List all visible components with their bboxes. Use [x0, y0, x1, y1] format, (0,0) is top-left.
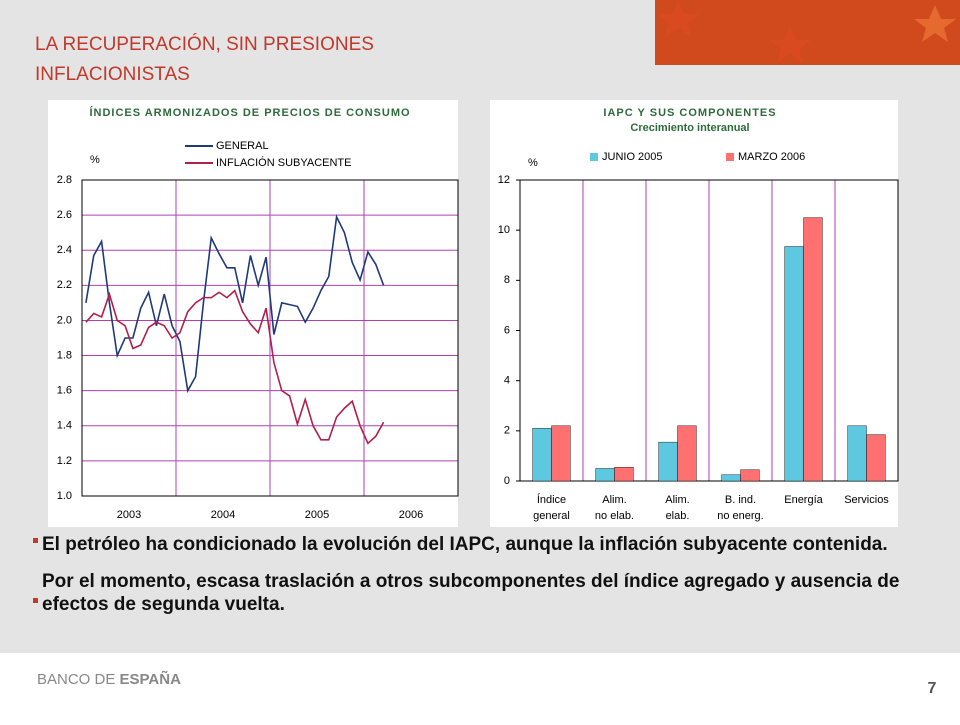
- page-number: 7: [928, 680, 937, 697]
- x-tick-label: elab.: [666, 510, 690, 522]
- bar: [740, 469, 760, 482]
- bullet: Por el momento, escasa traslación a otro…: [42, 571, 900, 615]
- slide-title: LA RECUPERACIÓN, SIN PRESIONES: [35, 33, 374, 55]
- y-unit: %: [90, 154, 100, 166]
- bullet: El petróleo ha condicionado la evolución…: [42, 534, 888, 555]
- y-tick-label: 1.6: [57, 385, 72, 397]
- bar: [803, 217, 823, 482]
- chart-title: IAPC Y SUS COMPONENTES: [603, 107, 776, 119]
- line-series: [85, 214, 385, 394]
- y-tick-label: 2.6: [57, 209, 72, 221]
- x-tick-label: no elab.: [595, 510, 634, 522]
- y-tick-label: 10: [498, 224, 510, 236]
- bar: [658, 441, 678, 482]
- y-tick-label: 4: [504, 375, 510, 387]
- legend-label: GENERAL: [216, 140, 269, 152]
- bullets: El petróleo ha condicionado la evolución…: [42, 533, 922, 616]
- footer-bar: [0, 653, 960, 720]
- y-tick-label: 1.4: [57, 420, 72, 432]
- x-tick-label: no energ.: [717, 510, 763, 522]
- logo: BANCO DE ESPAÑA: [37, 670, 181, 688]
- bar: [551, 425, 571, 482]
- legend-label: INFLACIÓN SUBYACENTE: [216, 156, 352, 169]
- bullet-marker: [33, 598, 38, 603]
- x-tick-label: Alim.: [602, 494, 626, 506]
- x-tick-label: Índice: [537, 493, 566, 506]
- bar: [784, 246, 804, 482]
- chart-subtitle: Crecimiento interanual: [630, 122, 749, 134]
- bullet-marker: [33, 538, 38, 543]
- y-tick-label: 2.4: [57, 244, 72, 256]
- y-tick-label: 6: [504, 324, 510, 336]
- x-tick-label: Servicios: [844, 494, 889, 506]
- y-tick-label: 12: [498, 174, 510, 186]
- x-tick-label: 2003: [117, 509, 141, 521]
- y-tick-label: 8: [504, 274, 510, 286]
- y-tick-label: 1.2: [57, 455, 72, 467]
- chart-panel: [48, 100, 458, 527]
- bar: [677, 425, 697, 482]
- bar: [866, 434, 886, 482]
- legend-swatch: [726, 153, 734, 161]
- x-tick-label: Alim.: [665, 494, 689, 506]
- y-tick-label: 2.0: [57, 314, 72, 326]
- y-tick-label: 2: [504, 425, 510, 437]
- y-unit: %: [528, 157, 538, 169]
- bar: [532, 428, 552, 482]
- chart-title: ÍNDICES ARMONIZADOS DE PRECIOS DE CONSUM…: [89, 106, 410, 119]
- y-tick-label: 2.2: [57, 279, 72, 291]
- slide-title: INFLACIONISTAS: [35, 64, 190, 85]
- line-series: [85, 289, 385, 445]
- x-tick-label: 2005: [305, 509, 329, 521]
- y-tick-label: 0: [504, 475, 510, 487]
- x-tick-label: 2006: [399, 509, 423, 521]
- logo-text: BANCO DE: [37, 671, 120, 688]
- plot-frame: [81, 179, 459, 497]
- legend-swatch: [590, 153, 598, 161]
- decoration: [655, 0, 960, 65]
- x-tick-label: Energía: [784, 494, 823, 506]
- logo-text: ESPAÑA: [120, 670, 182, 688]
- legend-label: MARZO 2006: [738, 151, 805, 163]
- legend-label: JUNIO 2005: [602, 151, 663, 163]
- x-tick-label: 2004: [211, 509, 235, 521]
- bar: [595, 468, 615, 482]
- bar: [721, 474, 741, 482]
- y-tick-label: 2.8: [57, 174, 72, 186]
- plot-frame: [519, 179, 899, 482]
- bar: [847, 425, 867, 482]
- bar: [614, 467, 634, 482]
- y-tick-label: 1.0: [57, 490, 72, 502]
- x-tick-label: B. ind.: [725, 494, 756, 506]
- x-tick-label: general: [533, 510, 570, 522]
- y-tick-label: 1.8: [57, 349, 72, 361]
